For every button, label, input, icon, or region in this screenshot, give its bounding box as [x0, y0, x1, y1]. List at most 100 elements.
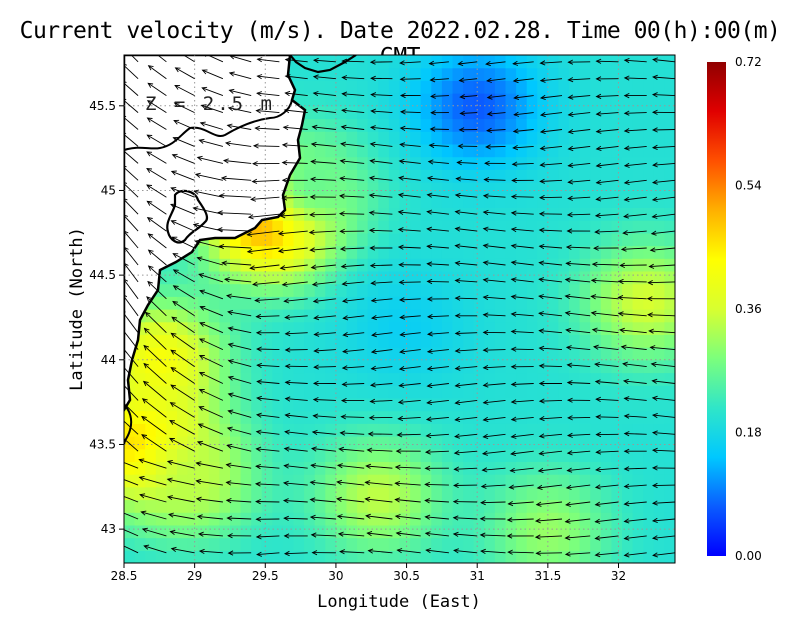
- velocity-cell: [452, 245, 464, 259]
- velocity-cell: [378, 131, 390, 145]
- velocity-cell: [208, 283, 220, 297]
- velocity-cell: [452, 448, 464, 462]
- current-arrow: [623, 162, 647, 168]
- velocity-cell: [622, 232, 634, 247]
- current-arrow: [454, 260, 478, 266]
- current-arrow: [564, 518, 591, 524]
- velocity-cell: [494, 283, 507, 297]
- current-arrow: [650, 230, 675, 236]
- velocity-cell: [240, 309, 252, 323]
- current-arrow: [623, 196, 647, 202]
- velocity-cell: [346, 93, 358, 107]
- y-tick-label: 44.5: [89, 268, 116, 282]
- velocity-cell: [516, 118, 528, 132]
- velocity-cell: [251, 232, 263, 247]
- velocity-cell: [431, 334, 443, 348]
- velocity-cell: [187, 309, 199, 323]
- velocity-cell: [590, 512, 602, 526]
- velocity-cell: [240, 486, 252, 501]
- current-arrow: [279, 264, 308, 271]
- velocity-cell: [526, 474, 538, 488]
- velocity-cell: [219, 245, 231, 259]
- velocity-cell: [643, 448, 655, 462]
- current-arrow: [539, 77, 563, 83]
- velocity-cell: [600, 283, 612, 297]
- current-arrow: [650, 361, 675, 368]
- velocity-cell: [516, 537, 528, 551]
- velocity-cell: [569, 461, 581, 475]
- velocity-cell: [219, 321, 231, 335]
- velocity-cell: [590, 499, 602, 513]
- velocity-cell: [441, 436, 454, 450]
- current-arrow: [338, 446, 365, 452]
- current-arrow: [457, 60, 478, 67]
- velocity-cell: [537, 499, 549, 513]
- velocity-cell: [579, 118, 591, 132]
- velocity-cell: [463, 436, 475, 450]
- velocity-cell: [367, 334, 379, 348]
- velocity-cell: [516, 410, 528, 424]
- velocity-cell: [473, 524, 485, 539]
- current-arrow: [255, 313, 280, 320]
- velocity-cell: [240, 296, 252, 310]
- velocity-cell: [282, 372, 295, 386]
- current-arrow: [457, 143, 478, 149]
- current-arrow: [195, 478, 223, 486]
- current-arrow: [198, 355, 224, 368]
- current-arrow: [182, 55, 195, 63]
- velocity-cell: [505, 512, 517, 526]
- velocity-cell: [335, 67, 348, 81]
- velocity-cell: [494, 524, 507, 539]
- current-arrow: [198, 338, 224, 351]
- current-arrow: [369, 382, 393, 388]
- velocity-cell: [473, 359, 485, 374]
- velocity-cell: [346, 372, 358, 386]
- velocity-cell: [357, 372, 369, 386]
- current-arrow: [313, 315, 336, 321]
- velocity-cell: [431, 309, 443, 323]
- velocity-cell: [261, 448, 273, 462]
- velocity-cell: [590, 270, 602, 285]
- velocity-cell: [325, 423, 337, 437]
- velocity-cell: [473, 321, 485, 335]
- velocity-cell: [357, 499, 369, 513]
- velocity-cell: [293, 334, 305, 348]
- velocity-cell: [558, 474, 570, 488]
- velocity-cell: [431, 512, 443, 526]
- current-arrow: [513, 111, 534, 117]
- velocity-cell: [335, 397, 348, 412]
- velocity-cell: [431, 524, 443, 539]
- current-arrow: [595, 58, 619, 64]
- velocity-cell: [325, 474, 337, 488]
- velocity-cell: [463, 385, 475, 399]
- velocity-cell: [494, 80, 507, 94]
- velocity-cell: [537, 512, 549, 526]
- current-arrow: [284, 363, 308, 369]
- velocity-cell: [579, 385, 591, 399]
- current-arrow: [224, 140, 252, 147]
- velocity-cell: [675, 474, 686, 487]
- velocity-cell: [569, 80, 581, 94]
- current-arrow: [485, 61, 506, 67]
- velocity-cell: [155, 410, 167, 424]
- velocity-cell: [452, 93, 464, 107]
- current-arrow: [566, 380, 591, 386]
- velocity-cell: [219, 486, 231, 501]
- velocity-cell: [357, 93, 369, 107]
- current-arrow: [482, 347, 506, 353]
- current-arrow: [424, 481, 449, 488]
- current-arrow: [339, 549, 365, 555]
- current-arrow: [567, 111, 591, 118]
- current-arrow: [124, 438, 139, 452]
- velocity-cell: [664, 93, 675, 107]
- velocity-cell: [653, 448, 665, 462]
- velocity-cell: [484, 207, 496, 221]
- velocity-cell: [335, 359, 348, 374]
- velocity-cell: [526, 283, 538, 297]
- velocity-cell: [357, 80, 369, 94]
- current-arrow: [648, 328, 675, 334]
- velocity-cell: [653, 423, 665, 437]
- current-arrow: [281, 160, 308, 166]
- velocity-cell: [134, 410, 146, 424]
- current-arrow: [283, 550, 308, 557]
